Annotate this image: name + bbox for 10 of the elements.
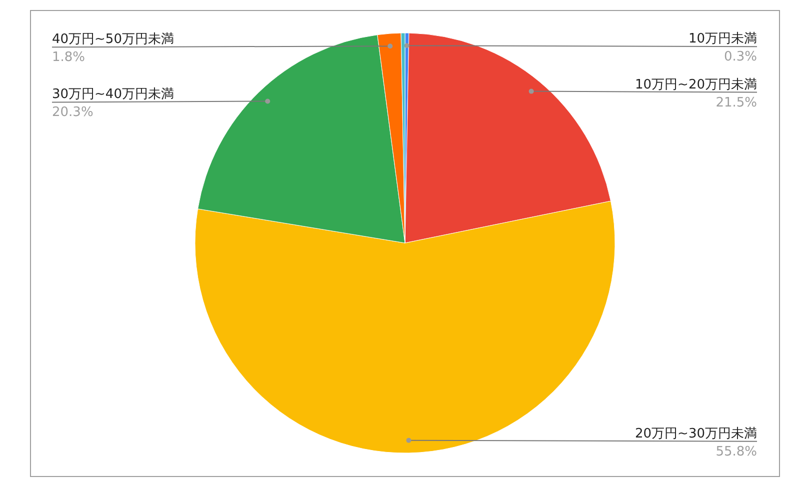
slice-label: 30万円~40万円未満 [52,87,174,102]
slice-label: 20万円~30万円未満 [635,426,757,442]
data-label: 55.8% [716,444,757,460]
data-label: 0.3% [724,50,757,65]
data-label: 21.5% [716,95,757,110]
data-label: 1.8% [52,50,86,66]
slice-label: 10万円~20万円未満 [635,77,757,92]
slice-label: 10万円未満 [688,32,757,47]
slice-label: 40万円~50万円未満 [52,32,174,48]
data-label: 20.3% [52,105,94,120]
